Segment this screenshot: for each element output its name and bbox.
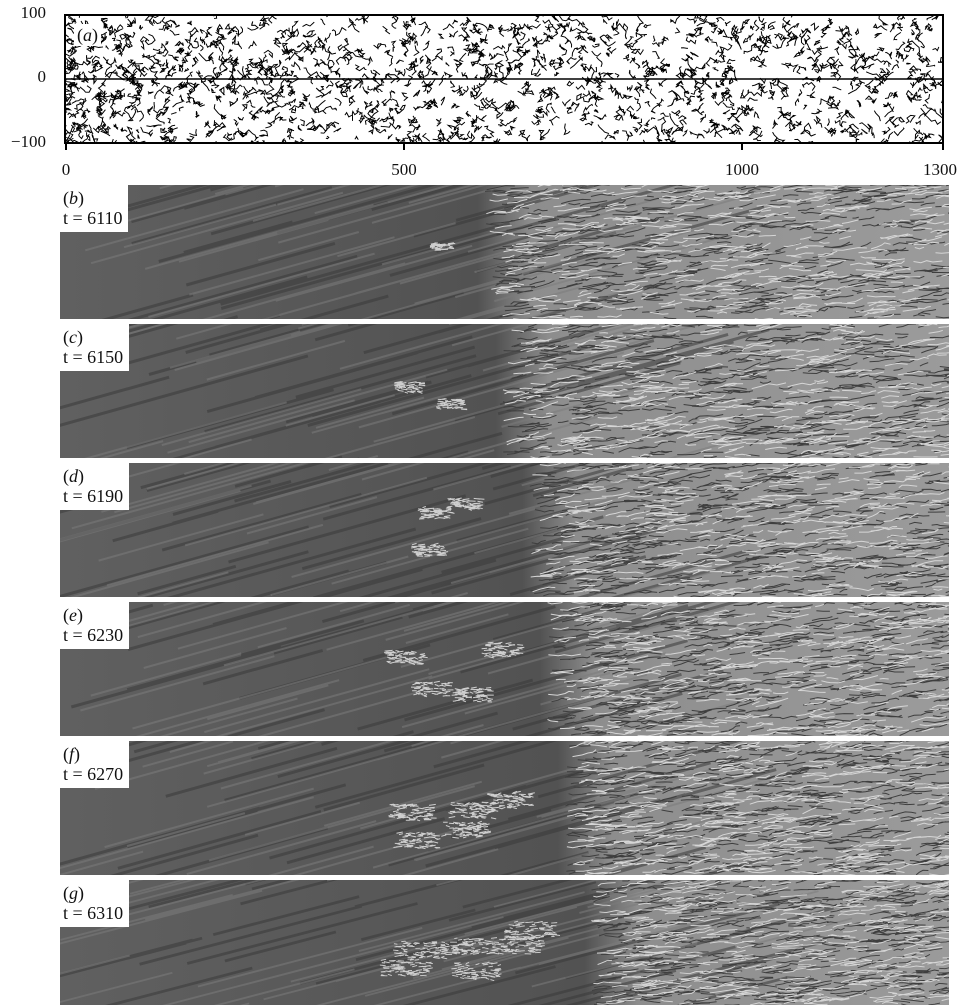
contour-lines [66, 16, 942, 142]
x-tick-label-1000: 1000 [725, 160, 759, 179]
flow-field-image [60, 602, 949, 736]
panel-letter: f [69, 744, 75, 764]
x-tick-label-1300: 1300 [923, 160, 957, 179]
flow-field-image [60, 741, 949, 875]
x-tick-mark-0 [65, 144, 67, 150]
snapshot-panel-c: (c) t = 6150 [60, 324, 949, 458]
snapshot-panel-f: (f) t = 6270 [60, 741, 949, 875]
panel-letter: d [69, 466, 78, 486]
snapshot-label: (e) t = 6230 [60, 602, 130, 649]
time-label: t = 6310 [63, 903, 124, 923]
snapshot-panel-g: (g) t = 6310 [60, 880, 949, 1005]
flow-field-image [60, 880, 949, 1005]
time-label: t = 6270 [63, 764, 124, 784]
panel-letter: c [69, 327, 77, 347]
time-label: t = 6190 [63, 486, 124, 506]
y-tick-label-top: 100 [20, 3, 47, 22]
flow-field-image [60, 324, 949, 458]
panel-a-label: (a) [74, 24, 101, 46]
snapshot-panel-d: (d) t = 6190 [60, 463, 949, 597]
snapshot-label: (d) t = 6190 [60, 463, 130, 510]
x-tick-label-0: 0 [61, 160, 71, 179]
x-tick-label-500: 500 [391, 160, 417, 179]
panel-letter: e [69, 605, 77, 625]
snapshot-panel-b: (b) t = 6110 [60, 185, 949, 319]
flow-field-image [60, 463, 949, 597]
time-label: t = 6110 [63, 208, 123, 228]
snapshot-label: (c) t = 6150 [60, 324, 130, 371]
flow-field-image [60, 185, 949, 319]
y-tick-label-middle: 0 [37, 67, 47, 86]
snapshot-panel-e: (e) t = 6230 [60, 602, 949, 736]
panel-letter: g [69, 883, 78, 903]
snapshot-label: (b) t = 6110 [60, 185, 129, 232]
contour-plot-area [64, 14, 944, 144]
time-label: t = 6230 [63, 625, 124, 645]
x-tick-mark-1000 [741, 144, 743, 150]
x-tick-mark-1300 [942, 144, 944, 150]
time-label: t = 6150 [63, 347, 124, 367]
y-tick-label-bottom: −100 [10, 132, 46, 151]
panel-a-contour-plot: 100 0 −100 0 500 1000 1300 (a) [0, 0, 969, 190]
x-tick-mark-500 [403, 144, 405, 150]
panel-letter: b [69, 188, 78, 208]
snapshot-label: (g) t = 6310 [60, 880, 130, 927]
snapshot-label: (f) t = 6270 [60, 741, 130, 788]
